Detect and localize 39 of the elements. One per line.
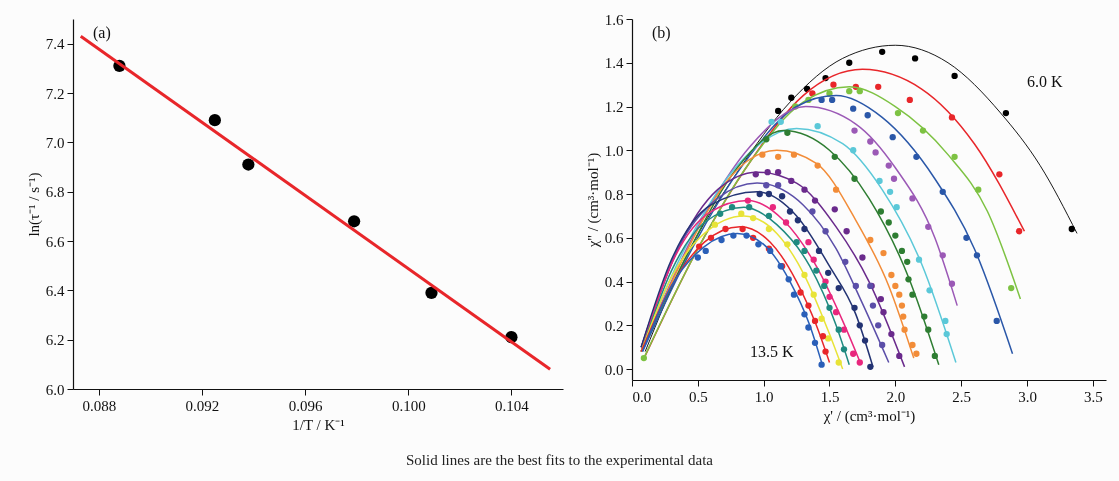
annotation: 6.0 K [1027,73,1063,90]
x-tick-label: 0.5 [688,388,708,405]
x-tick-label: 0.096 [288,397,323,414]
annotation: 13.5 K [750,343,794,360]
y-tick-label: 1.4 [604,55,624,72]
x-tick-label: 0.100 [391,397,426,414]
annotation: (a) [93,24,111,42]
y-tick-label: 7.2 [45,85,65,102]
y-axis-title: χ'' / (cm³·mol⁻¹) [584,152,602,249]
x-tick-label: 0.104 [495,397,530,414]
x-tick-label: 2.5 [952,388,972,405]
y-axis-title: ln(τ⁻¹ / s⁻¹) [25,172,43,237]
x-tick-label: 2.0 [886,388,906,405]
annotation: (b) [652,24,671,42]
y-tick-label: 6.8 [45,184,65,201]
y-tick-label: 6.4 [45,282,65,299]
y-tick-label: 6.0 [45,381,65,398]
x-axis-title: 1/T / K⁻¹ [292,416,345,433]
x-tick-label: 3.0 [1018,388,1037,405]
y-tick-label: 7.0 [45,134,65,151]
y-tick-label: 0.0 [604,361,624,378]
y-tick-label: 7.4 [45,36,65,53]
y-tick-label: 0.2 [604,317,624,334]
y-tick-label: 0.8 [604,186,624,203]
x-tick-label: 1.5 [820,388,840,405]
y-tick-label: 1.2 [604,99,624,116]
text: Solid lines are the best fits to the experimental data [405,452,714,469]
x-tick-label: 0.088 [82,397,117,414]
y-tick-label: 0.6 [604,230,624,247]
x-tick-label: 1.0 [754,388,774,405]
x-tick-label: 0.0 [632,388,652,405]
y-tick-label: 1.0 [604,142,624,159]
y-tick-label: 0.4 [604,274,624,291]
y-tick-label: 1.6 [604,11,624,28]
y-tick-label: 6.2 [45,332,65,349]
y-tick-label: 6.6 [45,233,65,250]
x-axis-title: χ' / (cm³·mol⁻¹) [822,407,916,425]
x-tick-label: 3.5 [1083,388,1103,405]
x-tick-label: 0.092 [185,397,220,414]
